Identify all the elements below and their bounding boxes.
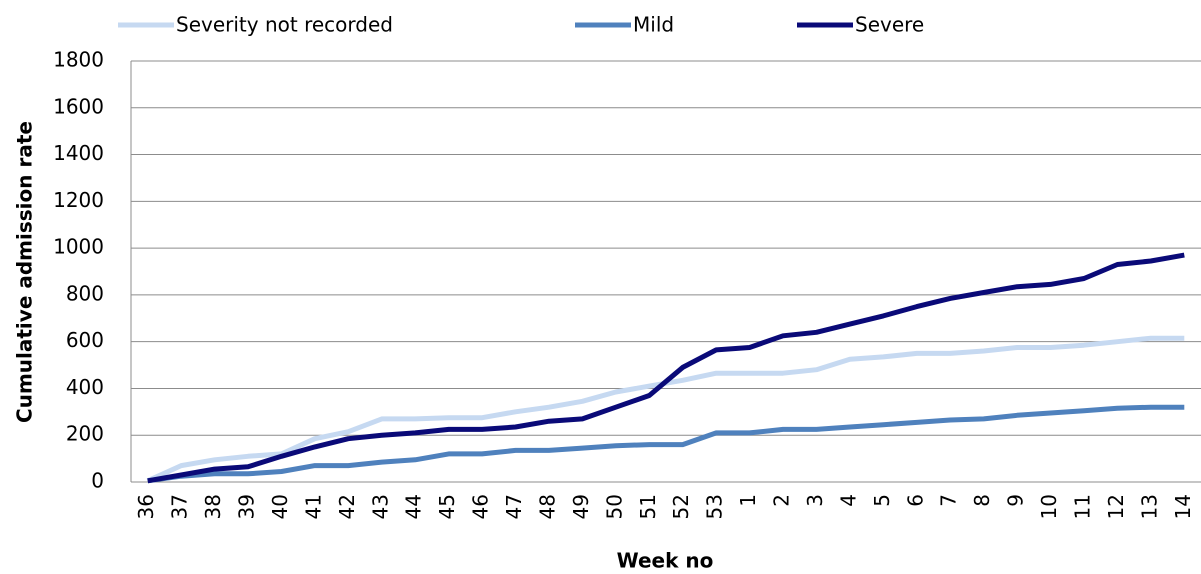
- x-tick-label: 41: [301, 494, 325, 519]
- x-tick-label: 2: [770, 494, 794, 507]
- x-tick-label: 45: [435, 494, 459, 519]
- x-tick-label: 38: [201, 494, 225, 519]
- y-tick-label: 1200: [53, 188, 104, 212]
- legend-label: Mild: [633, 13, 674, 37]
- x-tick-label: 48: [535, 494, 559, 519]
- x-axis-title: Week no: [617, 549, 714, 573]
- x-tick-label: 51: [636, 494, 660, 519]
- y-tick-label: 600: [66, 328, 104, 352]
- series-line: [147, 252, 1185, 484]
- y-tick-label: 400: [66, 375, 104, 399]
- y-tick-label: 200: [66, 422, 104, 446]
- legend-label: Severity not recorded: [176, 13, 393, 37]
- x-tick-label: 50: [602, 494, 626, 519]
- x-tick-label: 49: [569, 494, 593, 519]
- x-tick-label: 8: [970, 494, 994, 507]
- x-tick-label: 40: [268, 494, 292, 519]
- x-tick-label: 11: [1070, 494, 1094, 519]
- x-tick-label: 52: [669, 494, 693, 519]
- x-tick-label: 3: [803, 494, 827, 507]
- x-tick-label: 4: [836, 494, 860, 507]
- x-tick-label: 53: [703, 494, 727, 519]
- series-line: [146, 335, 1185, 484]
- x-tick-label: 7: [937, 494, 961, 507]
- x-tick-label: 13: [1137, 494, 1161, 519]
- y-tick-label: 0: [91, 469, 104, 493]
- y-tick-label: 1800: [53, 48, 104, 72]
- x-tick-label: 5: [870, 494, 894, 507]
- y-tick-label: 800: [66, 281, 104, 305]
- x-tick-label: 9: [1004, 494, 1028, 507]
- series-line: [147, 404, 1185, 484]
- y-axis-title: Cumulative admission rate: [13, 121, 37, 423]
- x-tick-label: 14: [1171, 494, 1195, 519]
- x-tick-label: 44: [402, 494, 426, 519]
- x-tick-label: 1: [736, 494, 760, 507]
- x-tick-label: 46: [469, 494, 493, 519]
- y-tick-label: 1600: [53, 94, 104, 118]
- x-tick-label: 42: [335, 494, 359, 519]
- legend-label: Severe: [855, 13, 924, 37]
- y-tick-label: 1000: [53, 235, 104, 259]
- x-tick-label: 47: [502, 494, 526, 519]
- x-tick-label: 37: [168, 494, 192, 519]
- x-tick-label: 36: [134, 494, 158, 519]
- x-tick-label: 39: [235, 494, 259, 519]
- x-tick-label: 6: [903, 494, 927, 507]
- x-tick-label: 12: [1104, 494, 1128, 519]
- x-tick-label: 43: [368, 494, 392, 519]
- y-tick-label: 1400: [53, 141, 104, 165]
- x-tick-label: 10: [1037, 494, 1061, 519]
